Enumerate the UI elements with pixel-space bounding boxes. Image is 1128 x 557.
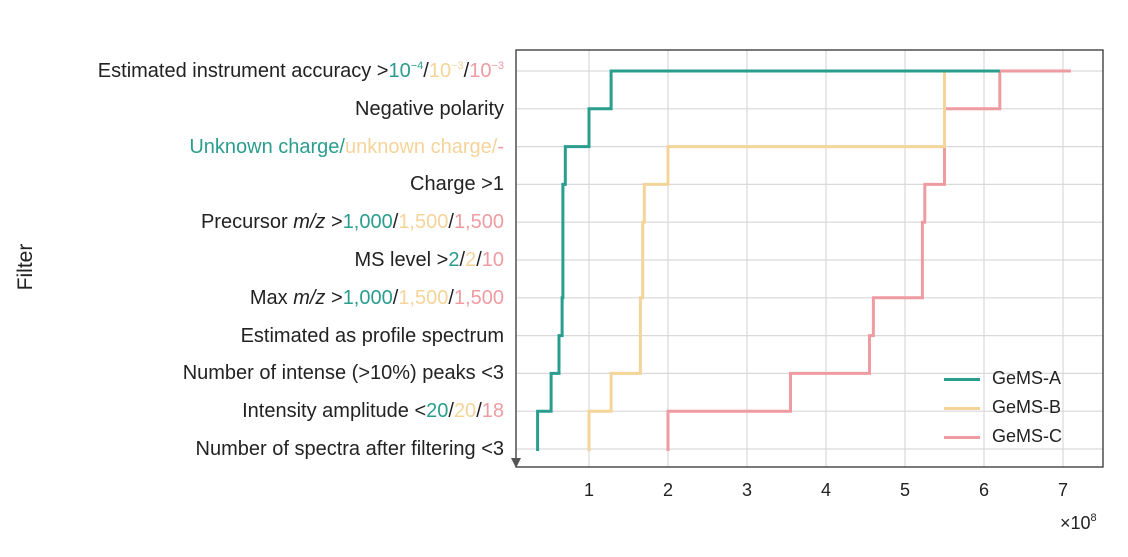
legend-item-gems-b: GeMS-B [940, 395, 1100, 424]
y-tick-label: Negative polarity [355, 97, 504, 121]
label-part: 2 [465, 249, 477, 271]
y-tick-label: Unknown charge/unknown charge/- [189, 135, 504, 159]
label-part: Max [249, 286, 294, 309]
x-tick-label: 6 [978, 480, 989, 500]
y-tick-label: Estimated as profile spectrum [241, 324, 504, 348]
label-part: 1,000 [342, 211, 393, 234]
label-part: Negative polarity [355, 97, 504, 120]
label-part: / [491, 135, 498, 158]
label-part: / [392, 211, 399, 234]
series-line-gems-a [536, 69, 1000, 451]
x-tick-label: 7 [1057, 480, 1068, 500]
x-tick-label: 3 [741, 480, 752, 500]
y-tick-label: Max m/z >1,000/1,500/1,500 [250, 286, 504, 310]
label-part: 1,500 [398, 211, 449, 234]
y-tick-label: Number of spectra after filtering <3 [196, 437, 504, 461]
label-part: / [448, 211, 454, 234]
label-part: 1,500 [453, 286, 504, 309]
label-part: > [325, 286, 343, 309]
legend-swatch [944, 436, 980, 439]
x-tick-label: 5 [899, 480, 910, 500]
label-part: 20 [453, 400, 477, 423]
label-part: / [448, 400, 454, 423]
y-axis-title: Filter [14, 243, 37, 291]
y-tick-label: Charge >1 [410, 172, 504, 196]
label-part: Number of spectra after filtering <3 [195, 438, 504, 460]
series-line-gems-b [587, 71, 946, 451]
x-tick-label: 4 [820, 480, 831, 500]
label-part: Estimated instrument accuracy > [97, 60, 389, 82]
legend-swatch [944, 407, 980, 410]
label-part: 1,500 [398, 286, 449, 309]
label-part: Estimated as profile spectrum [240, 324, 504, 347]
label-part: MS level > [354, 249, 449, 271]
label-part: 10 [388, 60, 411, 82]
x-axis-multiplier: ×108 [1060, 513, 1097, 534]
label-part: 10 [428, 60, 452, 82]
label-part: Precursor [200, 211, 294, 234]
label-part: / [476, 249, 482, 271]
label-part: / [476, 400, 482, 423]
label-part: 10 [481, 249, 504, 271]
label-part: −3 [451, 60, 464, 72]
multiplier-exponent: 8 [1090, 512, 1097, 524]
label-part: / [463, 60, 470, 82]
label-part: 2 [448, 249, 460, 271]
label-part: 1,000 [342, 286, 393, 309]
label-part: / [423, 60, 429, 82]
label-part: m/z [293, 286, 326, 309]
label-part: 20 [426, 400, 449, 423]
label-part: 1,500 [453, 211, 504, 234]
label-part: unknown charge [344, 135, 492, 158]
legend: GeMS-A GeMS-B GeMS-C [940, 366, 1100, 453]
x-tick-label: 1 [583, 480, 594, 500]
multiplier-base: ×10 [1060, 513, 1091, 533]
y-tick-label: Number of intense (>10%) peaks <3 [183, 361, 504, 385]
label-part: / [459, 249, 466, 271]
label-part: / [392, 286, 399, 309]
label-part: > [325, 211, 343, 234]
label-part: Charge >1 [410, 173, 504, 196]
x-tick-label: 2 [662, 480, 673, 500]
y-tick-label: Intensity amplitude <20/20/18 [242, 399, 504, 423]
label-part: / [448, 286, 454, 309]
legend-label: GeMS-C [992, 426, 1063, 446]
y-axis-arrow [511, 50, 521, 468]
label-part: Unknown charge [189, 135, 340, 158]
legend-label: GeMS-A [992, 368, 1062, 388]
legend-swatch [944, 378, 980, 381]
label-part: Intensity amplitude < [242, 400, 427, 423]
series-lines [536, 69, 1071, 451]
label-part: - [497, 135, 504, 158]
y-tick-label: MS level >2/2/10 [354, 248, 504, 272]
label-part: 18 [481, 400, 504, 423]
legend-label: GeMS-B [992, 397, 1062, 417]
label-part: Number of intense (>10%) peaks <3 [182, 362, 504, 385]
label-part: −3 [491, 60, 504, 72]
label-part: m/z [293, 211, 326, 234]
label-part: / [339, 135, 345, 158]
legend-item-gems-a: GeMS-A [940, 366, 1100, 395]
label-part: −4 [410, 60, 424, 72]
y-tick-label: Precursor m/z >1,000/1,500/1,500 [201, 210, 504, 234]
y-tick-label: Estimated instrument accuracy >10−4/10−3… [98, 59, 504, 83]
legend-item-gems-c: GeMS-C [940, 424, 1100, 453]
label-part: 10 [469, 60, 492, 82]
